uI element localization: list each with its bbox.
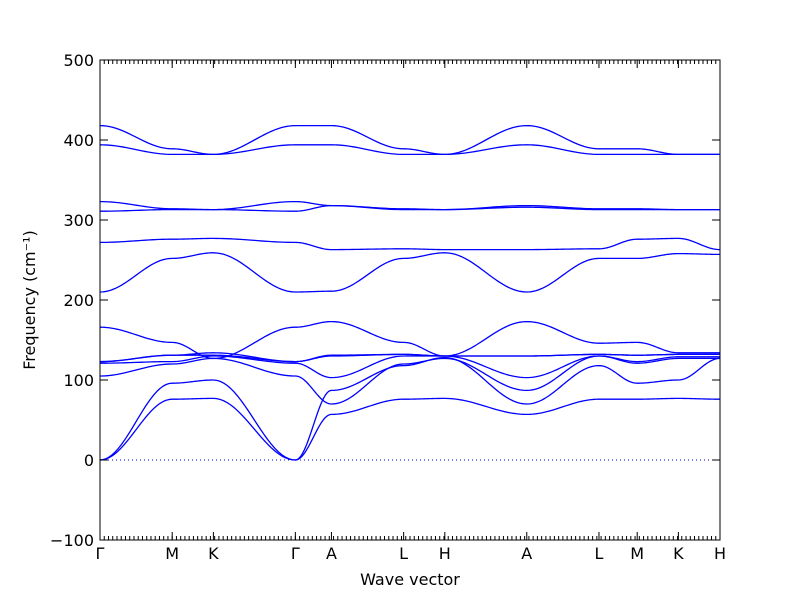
x-tick-label: H <box>714 544 726 563</box>
band-2 <box>99 356 721 461</box>
plot-frame <box>99 59 721 541</box>
bands-layer <box>99 124 721 461</box>
x-tick-label: A <box>521 544 532 563</box>
y-tick-label: −100 <box>50 531 94 550</box>
y-tick-label: 100 <box>63 371 94 390</box>
y-tick-label: 200 <box>63 291 94 310</box>
band-3 <box>99 355 720 405</box>
x-tick-label: L <box>595 544 604 563</box>
x-tick-label: M <box>630 544 644 563</box>
x-tick-label: H <box>439 544 451 563</box>
band-9 <box>99 237 721 251</box>
x-tick-label: Γ <box>291 544 300 563</box>
x-tick-label: Γ <box>96 544 105 563</box>
y-tick-label: 300 <box>63 211 94 230</box>
y-tick-label: 0 <box>84 451 94 470</box>
band-7 <box>99 320 720 360</box>
band-4 <box>99 355 720 379</box>
x-tick-label: M <box>165 544 179 563</box>
band-1 <box>99 397 720 461</box>
band-6 <box>99 352 720 363</box>
y-tick-label: 500 <box>63 51 94 70</box>
y-tick-label: 400 <box>63 131 94 150</box>
x-tick-label: A <box>326 544 337 563</box>
x-tick-label: L <box>399 544 408 563</box>
x-tick-label: K <box>208 544 219 563</box>
band-13 <box>99 124 720 156</box>
x-axis-label: Wave vector <box>360 570 460 589</box>
x-tick-label: K <box>673 544 684 563</box>
y-axis-label: Frequency (cm⁻¹) <box>20 230 39 369</box>
band-11 <box>99 200 720 211</box>
band-8 <box>99 252 720 293</box>
ticks-layer <box>99 59 721 541</box>
tick-labels-layer: −100 0 100 200 300 400 500 Γ M K Γ A L H A L M K H <box>50 51 726 563</box>
